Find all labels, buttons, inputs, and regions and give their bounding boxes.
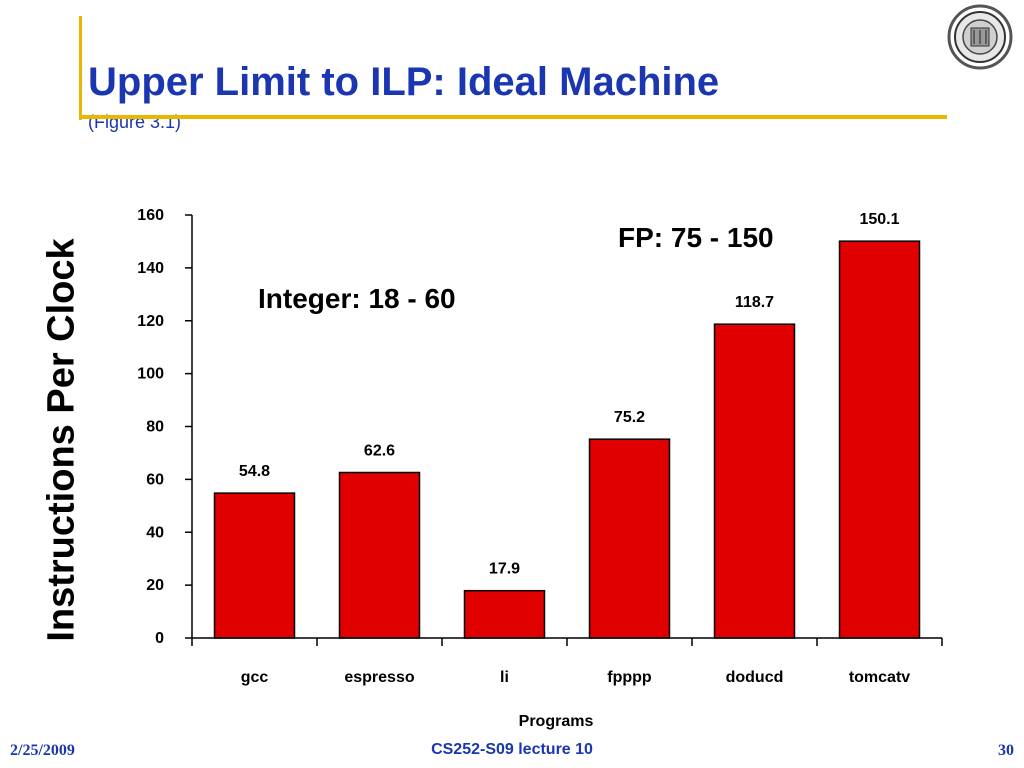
annotation-fp-range: FP: 75 - 150 (618, 222, 774, 253)
y-tick-label: 0 (155, 630, 164, 647)
bar-doducd (713, 323, 796, 639)
bar-fpppp (588, 438, 671, 639)
university-seal-icon (947, 4, 1013, 70)
y-tick-label: 60 (146, 471, 164, 488)
y-tick-label: 100 (137, 366, 164, 383)
data-label-li: 17.9 (489, 561, 520, 578)
y-tick-label: 120 (137, 313, 164, 330)
category-label-li: li (500, 669, 509, 686)
annotation-integer-range: Integer: 18 - 60 (258, 283, 456, 314)
y-tick-label: 80 (146, 419, 164, 436)
category-label-gcc: gcc (241, 669, 269, 686)
footer-page-number: 30 (998, 742, 1014, 759)
title-vertical-rule (79, 16, 82, 120)
y-tick-label: 160 (137, 207, 164, 224)
data-label-espresso: 62.6 (364, 443, 395, 460)
footer-lecture: CS252-S09 lecture 10 (431, 741, 593, 758)
bar-gcc (213, 492, 296, 639)
category-label-espresso: espresso (344, 669, 414, 686)
footer-date: 2/25/2009 (10, 742, 75, 759)
category-label-fpppp: fpppp (607, 669, 652, 686)
y-tick-label: 40 (146, 524, 164, 541)
data-label-gcc: 54.8 (239, 463, 270, 480)
slide-title: Upper Limit to ILP: Ideal Machine (88, 60, 720, 104)
bar-tomcatv (838, 240, 921, 639)
category-label-tomcatv: tomcatv (849, 669, 910, 686)
title-horizontal-rule (79, 115, 947, 119)
bar-espresso (338, 471, 421, 639)
data-label-tomcatv: 150.1 (859, 211, 899, 228)
y-tick-label: 140 (137, 260, 164, 277)
data-label-fpppp: 75.2 (614, 409, 645, 426)
category-label-doducd: doducd (726, 669, 784, 686)
x-axis-label: Programs (519, 713, 594, 730)
bar-li (463, 589, 546, 639)
y-tick-label: 20 (146, 577, 164, 594)
data-label-doducd: 118.7 (735, 294, 774, 311)
